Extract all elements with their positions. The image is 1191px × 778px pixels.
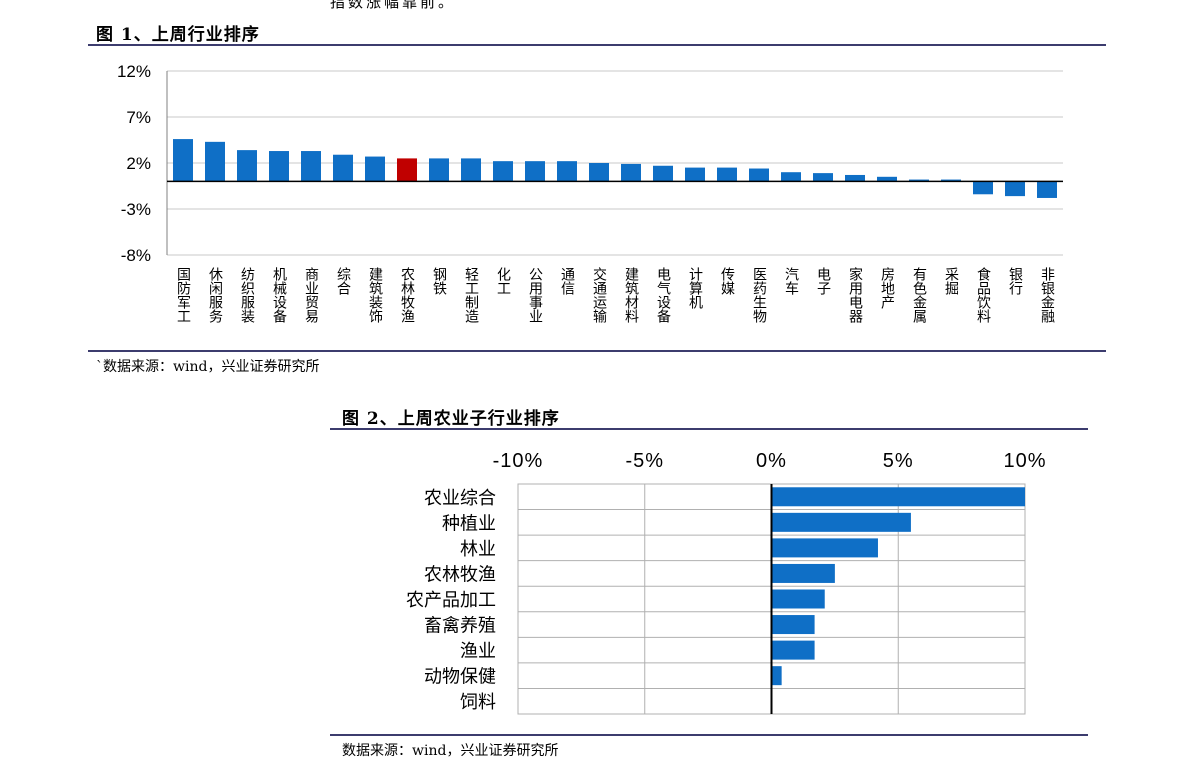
x-tick-label: 0% xyxy=(756,450,787,472)
x-tick-label: 轻工制造 xyxy=(463,267,479,324)
y-tick-label: 12% xyxy=(117,62,151,81)
x-tick-label: 食品饮料 xyxy=(975,266,991,323)
y-tick-label: -8% xyxy=(121,246,151,265)
bar xyxy=(493,161,513,182)
y-tick-label: -3% xyxy=(121,200,151,219)
x-tick-label: 银行 xyxy=(1007,267,1023,296)
bar xyxy=(771,538,878,558)
bar xyxy=(205,141,225,182)
y-tick-label: 渔业 xyxy=(460,641,496,662)
bar xyxy=(237,150,257,182)
figure2-title: 图 2、上周农业子行业排序 xyxy=(342,409,560,429)
x-tick-label: 农林牧渔 xyxy=(399,267,415,323)
x-tick-label: 5% xyxy=(883,450,914,472)
x-tick-label: 采掘 xyxy=(943,267,959,295)
y-tick-label: 畜禽养殖 xyxy=(424,615,496,637)
bar xyxy=(909,179,929,182)
x-tick-label: 钢铁 xyxy=(431,267,447,295)
y-tick-label: 农林牧渔 xyxy=(424,564,496,585)
bar xyxy=(173,139,193,182)
bar xyxy=(771,563,835,583)
bar xyxy=(333,154,353,182)
x-tick-label: 有色金属 xyxy=(911,267,927,323)
y-tick-label: 2% xyxy=(126,154,151,173)
bar xyxy=(685,167,705,182)
figure2-source: 数据来源：wind，兴业证券研究所 xyxy=(342,743,559,759)
x-tick-label: 休闲服务 xyxy=(207,267,223,323)
figure1-source: `数据来源：wind，兴业证券研究所 xyxy=(96,359,320,375)
bar xyxy=(941,179,961,182)
x-tick-label: 公用事业 xyxy=(527,267,543,323)
bar xyxy=(301,151,321,182)
y-tick-label: 林业 xyxy=(460,539,496,560)
bar xyxy=(877,176,897,182)
x-tick-label: 纺织服装 xyxy=(239,267,255,323)
top-snippet: 指数涨幅靠前。 xyxy=(330,0,457,11)
x-tick-label: 医药生物 xyxy=(751,267,767,324)
bar xyxy=(653,165,673,182)
x-tick-label: 建筑装饰 xyxy=(367,267,383,323)
x-tick-label: 建筑材料 xyxy=(623,267,639,323)
y-tick-label: 种植业 xyxy=(442,513,496,534)
y-tick-label: 7% xyxy=(126,108,151,127)
bar xyxy=(973,181,993,195)
bar xyxy=(589,163,609,182)
x-tick-label: 房地产 xyxy=(879,267,895,310)
bar xyxy=(525,161,545,182)
x-tick-label: 电子 xyxy=(815,267,831,295)
x-tick-label: 通信 xyxy=(559,267,575,295)
x-tick-label: -5% xyxy=(625,450,664,472)
figure2-top-rule xyxy=(330,428,1088,430)
y-tick-label: 饲料 xyxy=(460,692,496,713)
y-tick-label: 农产品加工 xyxy=(406,590,496,611)
x-tick-label: 国防军工 xyxy=(175,267,191,323)
figure1-title: 图 1、上周行业排序 xyxy=(96,25,260,45)
bar xyxy=(429,158,449,182)
x-tick-label: 10% xyxy=(1003,450,1046,472)
bar xyxy=(813,173,833,182)
bar xyxy=(771,512,911,532)
bar xyxy=(397,158,417,182)
y-tick-label: 农业综合 xyxy=(424,488,496,509)
x-tick-label: 计算机 xyxy=(687,267,703,310)
x-tick-label: 化工 xyxy=(495,267,511,295)
figure1-chart: 12% 7% 2% -3% -8% 国防军工 休闲服务 纺织服装 机械设备 商业贸易 综合 建筑装饰农… xyxy=(117,62,1063,324)
bar xyxy=(771,666,782,686)
bar xyxy=(771,487,1025,507)
bar xyxy=(269,151,289,182)
figure2-chart: -10% -5% 0% 5% 10% 农业综合种植业林业农林牧渔农产品加工畜禽养殖渔业动物… xyxy=(406,450,1046,715)
figure2-bottom-rule xyxy=(330,734,1088,736)
y-tick-label: 动物保健 xyxy=(424,667,496,688)
bar xyxy=(749,168,769,182)
x-tick-label: 传媒 xyxy=(719,267,735,295)
bar xyxy=(845,174,865,182)
x-tick-label: 机械设备 xyxy=(271,267,287,323)
bar xyxy=(1005,181,1025,197)
figure1-bottom-rule xyxy=(88,350,1106,352)
bar xyxy=(1037,181,1057,198)
bar xyxy=(365,156,385,182)
bar xyxy=(781,172,801,182)
x-tick-label: -10% xyxy=(493,450,544,472)
figure1-top-rule xyxy=(88,44,1106,46)
bar xyxy=(771,640,815,660)
bar xyxy=(621,163,641,182)
x-tick-label: 商业贸易 xyxy=(303,267,319,323)
bar xyxy=(717,167,737,182)
bar xyxy=(771,589,825,609)
x-tick-label: 非银金融 xyxy=(1039,267,1055,323)
bar xyxy=(461,158,481,182)
bar xyxy=(771,615,815,635)
bar xyxy=(557,161,577,182)
x-tick-label: 电气设备 xyxy=(655,267,671,323)
x-tick-label: 汽车 xyxy=(783,267,799,295)
x-tick-label: 综合 xyxy=(335,267,351,295)
x-tick-label: 家用电器 xyxy=(847,266,863,323)
x-tick-label: 交通运输 xyxy=(591,266,607,323)
